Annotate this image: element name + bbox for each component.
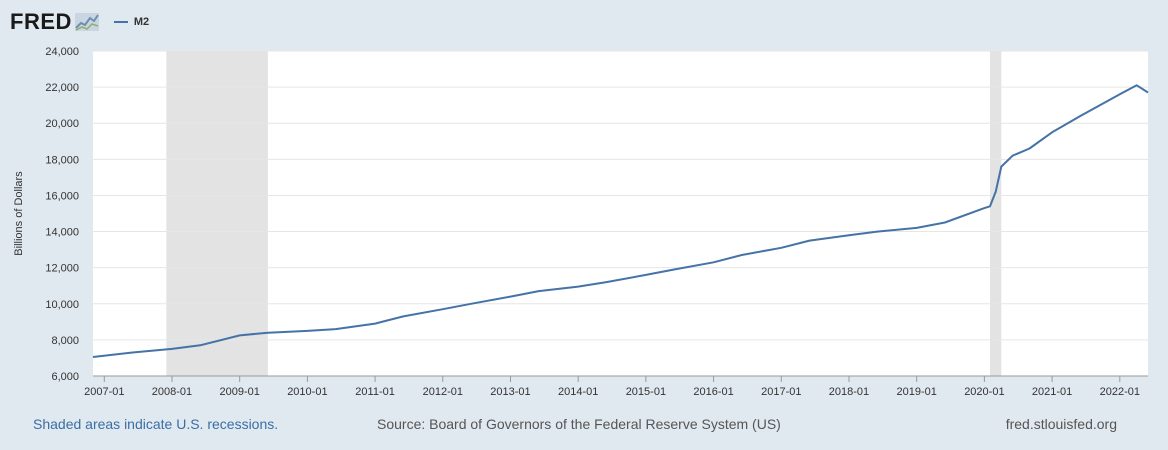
header: FRED M2 xyxy=(10,8,149,36)
y-axis-label: Billions of Dollars xyxy=(13,171,25,256)
chart-legend[interactable]: M2 xyxy=(113,16,150,28)
site-link[interactable]: fred.stlouisfed.org xyxy=(1005,416,1117,432)
y-tick-label: 24,000 xyxy=(45,46,79,58)
recession-band xyxy=(990,51,1002,376)
y-tick-label: 8,000 xyxy=(51,335,79,347)
y-tick-label: 18,000 xyxy=(45,154,79,166)
recession-band xyxy=(166,51,268,376)
x-tick-label: 2008-01 xyxy=(152,386,192,398)
x-tick-label: 2021-01 xyxy=(1032,386,1072,398)
x-tick-label: 2015-01 xyxy=(626,386,666,398)
x-tick-label: 2009-01 xyxy=(219,386,259,398)
x-tick-label: 2012-01 xyxy=(423,386,463,398)
legend-label: M2 xyxy=(133,16,150,28)
y-tick-label: 14,000 xyxy=(45,227,79,239)
y-tick-label: 12,000 xyxy=(45,263,79,275)
x-axis-ticks: 2007-01 2008-01 2009-01 2010-01 2011-01 2012-… xyxy=(84,376,1140,398)
x-tick-label: 2022-01 xyxy=(1100,386,1140,398)
y-tick-label: 16,000 xyxy=(45,190,79,202)
chart[interactable]: 6,000 8,000 10,000 12,000 14,000 16,000 18,000… xyxy=(0,0,1168,410)
gridlines xyxy=(93,50,1148,341)
recession-shading xyxy=(166,51,1002,376)
x-tick-label: 2011-01 xyxy=(355,386,395,398)
y-tick-label: 20,000 xyxy=(45,118,79,130)
legend-swatch xyxy=(113,21,128,23)
x-tick-label: 2018-01 xyxy=(829,386,869,398)
y-axis-ticks: 6,000 8,000 10,000 12,000 14,000 16,000 18,000… xyxy=(45,46,79,383)
x-tick-label: 2014-01 xyxy=(558,386,598,398)
x-tick-label: 2017-01 xyxy=(761,386,801,398)
recession-note[interactable]: Shaded areas indicate U.S. recessions. xyxy=(33,416,279,432)
fred-logo[interactable]: FRED xyxy=(10,9,72,34)
x-tick-label: 2010-01 xyxy=(287,386,327,398)
fred-logo-graph-icon xyxy=(74,13,99,31)
x-tick-label: 2016-01 xyxy=(693,386,733,398)
series-layer xyxy=(92,84,1149,358)
y-tick-label: 6,000 xyxy=(51,371,79,383)
y-tick-label: 10,000 xyxy=(45,299,79,311)
x-tick-label: 2007-01 xyxy=(84,386,124,398)
y-tick-label: 22,000 xyxy=(45,82,79,94)
series-line-m2[interactable] xyxy=(92,84,1149,358)
x-tick-label: 2020-01 xyxy=(964,386,1004,398)
x-tick-label: 2019-01 xyxy=(897,386,937,398)
x-tick-label: 2013-01 xyxy=(490,386,530,398)
source-note: Source: Board of Governors of the Federa… xyxy=(377,416,781,432)
